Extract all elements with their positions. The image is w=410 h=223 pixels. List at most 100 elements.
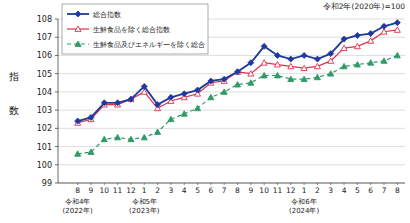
legend-box (62, 4, 208, 54)
marker (235, 69, 241, 75)
x-tick-label: 11 (273, 186, 283, 195)
marker (168, 116, 174, 121)
x-tick (370, 183, 371, 185)
grid-line (58, 128, 405, 129)
marker (248, 71, 254, 76)
x-tick-label: 12 (126, 186, 136, 195)
x-tick (77, 183, 78, 185)
marker (288, 63, 294, 68)
marker (288, 76, 294, 81)
x-tick-label: 9 (248, 186, 253, 195)
x-tick (117, 183, 118, 185)
marker (274, 52, 280, 58)
marker (221, 89, 227, 94)
marker (248, 80, 254, 85)
grid-line (58, 110, 405, 111)
marker (101, 136, 107, 141)
marker (101, 100, 107, 106)
y-tick (55, 183, 58, 184)
legend-marker (75, 11, 81, 17)
marker (314, 63, 320, 68)
x-tick-label: 10 (259, 186, 269, 195)
y-tick (55, 91, 58, 92)
x-tick-label: 12 (286, 186, 296, 195)
marker (195, 105, 201, 110)
x-tick (157, 183, 158, 185)
marker (181, 91, 187, 97)
year-label: 令和5年 (132, 198, 157, 206)
legend-marker (75, 41, 81, 46)
marker (394, 27, 400, 32)
legend: 総合指数生鮮食品を除く総合指数生鮮食品及びエネルギーを除く総合 (62, 4, 208, 54)
x-tick-label: 10 (100, 186, 110, 195)
y-tick (55, 146, 58, 147)
y-tick-label: 101 (37, 143, 52, 152)
marker (181, 111, 187, 116)
marker (274, 72, 280, 77)
marker (155, 129, 161, 134)
y-tick-label: 102 (37, 124, 52, 133)
marker (75, 151, 81, 156)
marker (115, 100, 121, 106)
x-tick-label: 5 (355, 186, 360, 195)
marker (368, 31, 374, 37)
x-tick (250, 183, 251, 185)
marker (141, 83, 147, 89)
marker (341, 45, 347, 50)
y-tick-label: 104 (37, 88, 52, 97)
grid-line (58, 73, 405, 74)
marker (328, 58, 334, 63)
y-tick-label: 99 (42, 179, 52, 188)
y-axis-label: 指数 (8, 71, 19, 116)
x-tick (184, 183, 185, 185)
marker (261, 72, 267, 77)
marker (208, 94, 214, 99)
marker (314, 74, 320, 79)
grid-line (58, 55, 405, 56)
x-tick (277, 183, 278, 185)
marker (381, 23, 387, 29)
legend-marker (75, 26, 81, 31)
year-label: 令和4年 (65, 198, 90, 206)
marker (128, 96, 134, 102)
x-tick-label: 6 (368, 186, 373, 195)
marker (328, 71, 334, 76)
marker (381, 58, 387, 63)
grid-line (58, 183, 405, 184)
marker (261, 43, 267, 49)
x-tick-label: 4 (182, 186, 187, 195)
legend-label: 生鮮食品を除く総合指数 (93, 26, 170, 34)
grid-line (58, 146, 405, 147)
plot-area (75, 20, 401, 157)
marker (88, 149, 94, 154)
x-tick (210, 183, 211, 185)
x-tick-label: 8 (235, 186, 240, 195)
marker (274, 62, 280, 67)
y-tick-label: 105 (37, 70, 52, 79)
year-label: 令和6年 (291, 198, 316, 206)
marker (288, 56, 294, 62)
grid-line (58, 91, 405, 92)
x-tick-label: 7 (222, 186, 227, 195)
marker (368, 60, 374, 65)
x-tick-label: 1 (302, 186, 307, 195)
x-tick-label: 2 (315, 186, 320, 195)
y-tick (55, 128, 58, 129)
marker (301, 76, 307, 81)
marker (208, 78, 214, 84)
x-tick (317, 183, 318, 185)
y-tick-label: 100 (37, 161, 52, 170)
x-tick (90, 183, 91, 185)
marker (235, 82, 241, 87)
series-line (78, 55, 398, 153)
legend-label: 生鮮食品及びエネルギーを除く総合 (93, 41, 205, 49)
x-tick-label: 11 (113, 186, 123, 195)
marker (341, 36, 347, 42)
x-tick-label: 2 (155, 186, 160, 195)
x-tick (290, 183, 291, 185)
y-axis-label-char: 指 (8, 71, 19, 82)
y-axis-label-char: 数 (9, 105, 19, 116)
x-tick (264, 183, 265, 185)
year-label: (2022年) (63, 207, 94, 215)
marker (261, 60, 267, 65)
